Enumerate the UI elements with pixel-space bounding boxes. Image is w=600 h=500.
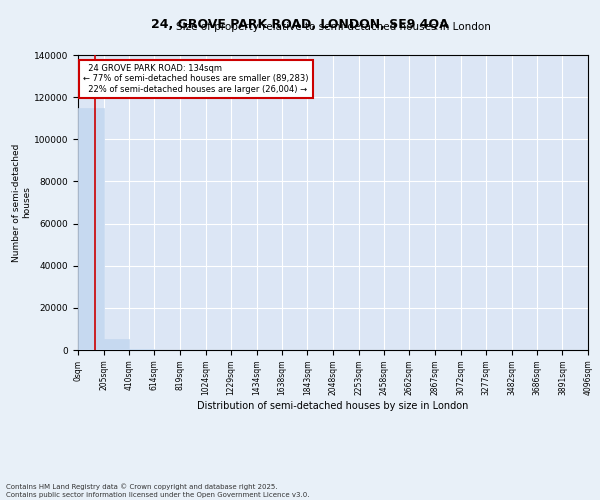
- Bar: [104, 340, 129, 350]
- Text: 24, GROVE PARK ROAD, LONDON, SE9 4QA: 24, GROVE PARK ROAD, LONDON, SE9 4QA: [151, 18, 449, 30]
- Bar: [129, 349, 154, 350]
- Bar: [78, 108, 104, 350]
- Y-axis label: Number of semi-detached
houses: Number of semi-detached houses: [11, 144, 31, 262]
- Text: Contains HM Land Registry data © Crown copyright and database right 2025.
Contai: Contains HM Land Registry data © Crown c…: [6, 484, 310, 498]
- X-axis label: Distribution of semi-detached houses by size in London: Distribution of semi-detached houses by …: [197, 401, 469, 411]
- Title: Size of property relative to semi-detached houses in London: Size of property relative to semi-detach…: [176, 22, 490, 32]
- Text: 24 GROVE PARK ROAD: 134sqm
← 77% of semi-detached houses are smaller (89,283)
  : 24 GROVE PARK ROAD: 134sqm ← 77% of semi…: [83, 64, 308, 94]
